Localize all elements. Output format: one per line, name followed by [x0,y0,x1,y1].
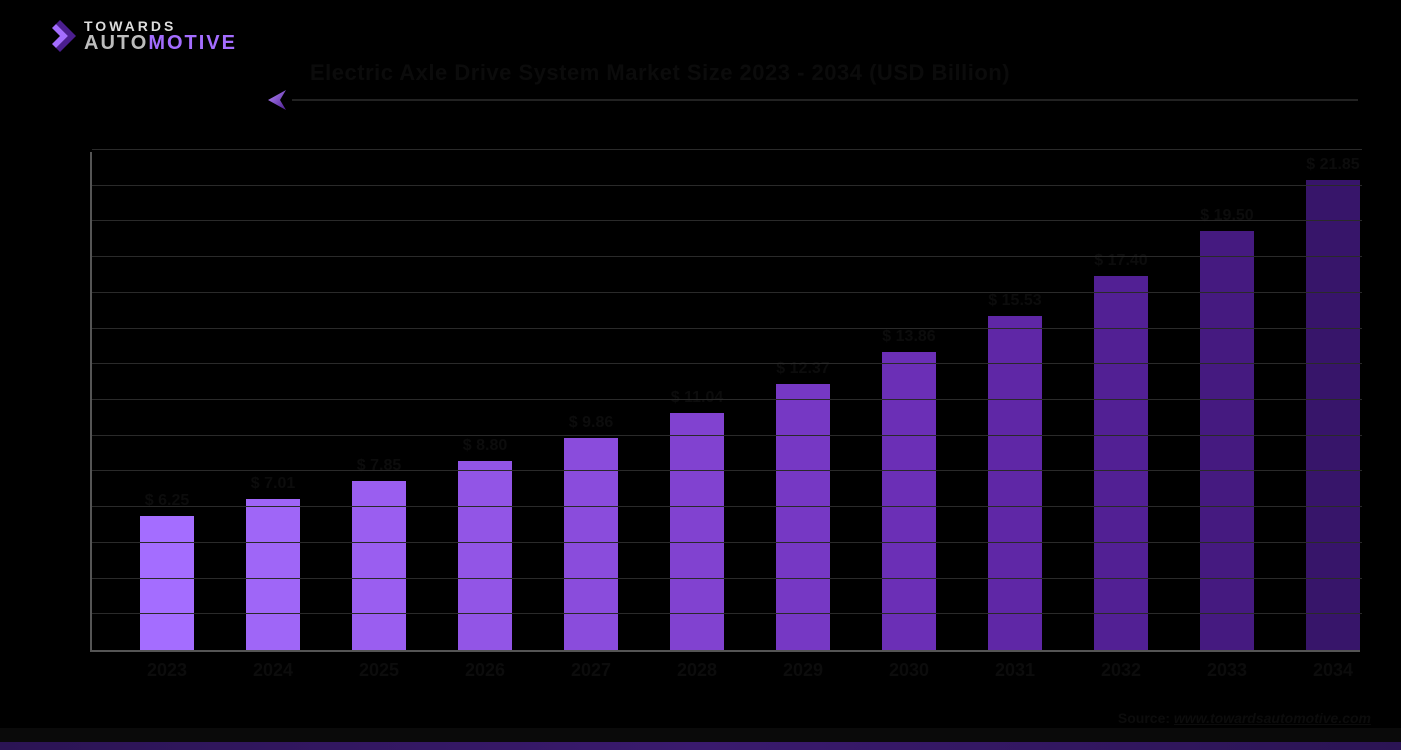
bar-value-label: $ 17.40 [1061,252,1181,270]
bar-slot: $ 7.852025 [352,150,406,650]
bar-slot: $ 17.402032 [1094,150,1148,650]
bar-x-label: 2031 [955,660,1075,681]
bar-value-label: $ 15.53 [955,292,1075,310]
bar-slot: $ 19.502033 [1200,150,1254,650]
bar-slot: $ 9.862027 [564,150,618,650]
bar-x-label: 2023 [107,660,227,681]
bar-slot: $ 12.372029 [776,150,830,650]
bar-x-label: 2034 [1273,660,1393,681]
bar-value-label: $ 8.80 [425,437,545,455]
bar-value-label: $ 21.85 [1273,156,1393,174]
bar [1306,180,1360,650]
grid-line [92,220,1362,221]
bar-slot: $ 6.252023 [140,150,194,650]
bar-value-label: $ 19.50 [1167,207,1287,225]
brand-logo-text: TOWARDS AUTOMOTIVE [84,19,237,54]
bar [776,384,830,650]
brand-logo: TOWARDS AUTOMOTIVE [42,18,237,54]
bar-slot: $ 15.532031 [988,150,1042,650]
bar-slot: $ 7.012024 [246,150,300,650]
brand-line2b: MOTIVE [148,32,237,54]
source: Source: www.towardsautomotive.com [1118,710,1371,726]
bar-x-label: 2030 [849,660,969,681]
grid-line [92,470,1362,471]
bar [988,316,1042,650]
grid-line [92,292,1362,293]
bar-value-label: $ 11.04 [637,389,757,407]
bar [1200,231,1254,650]
bar-x-label: 2033 [1167,660,1287,681]
source-url: www.towardsautomotive.com [1174,710,1371,726]
bar-slot: $ 8.802026 [458,150,512,650]
bar-x-label: 2026 [425,660,545,681]
brand-line1: TOWARDS [84,19,237,33]
plot-area: $ 6.252023 $ 7.012024 $ 7.852025 $ 8.802026… [90,152,1360,652]
grid-line [92,399,1362,400]
grid-line [92,328,1362,329]
bar [458,461,512,650]
bar [1094,276,1148,650]
source-label: Source: [1118,710,1174,726]
bar-slot: $ 11.042028 [670,150,724,650]
title-arrow-icon [262,86,290,114]
bar [140,516,194,650]
chart: $ 6.252023 $ 7.012024 $ 7.852025 $ 8.802026… [90,152,1360,672]
bar-x-label: 2032 [1061,660,1181,681]
bar-value-label: $ 13.86 [849,328,969,346]
grid-line [92,435,1362,436]
bar-value-label: $ 7.01 [213,475,333,493]
grid-line [92,185,1362,186]
bar-x-label: 2028 [637,660,757,681]
bar-x-label: 2027 [531,660,651,681]
bar-x-label: 2025 [319,660,439,681]
title-rule [292,99,1358,101]
bar-slot: $ 21.852034 [1306,150,1360,650]
grid-line [92,149,1362,150]
bars-container: $ 6.252023 $ 7.012024 $ 7.852025 $ 8.802026… [92,150,1362,650]
footer-accent [0,742,1401,750]
bar [882,352,936,650]
bar-value-label: $ 9.86 [531,414,651,432]
bar [246,499,300,650]
grid-line [92,542,1362,543]
bar-x-label: 2029 [743,660,863,681]
brand-logo-mark [42,18,78,54]
bar-value-label: $ 7.85 [319,457,439,475]
grid-line [92,506,1362,507]
brand-line2a: AUTO [84,32,148,54]
page: TOWARDS AUTOMOTIVE Electric Axle Drive S… [0,0,1401,750]
grid-line [92,363,1362,364]
grid-line [92,578,1362,579]
grid-line [92,613,1362,614]
bar-x-label: 2024 [213,660,333,681]
bar [670,413,724,650]
chart-title: Electric Axle Drive System Market Size 2… [310,60,1010,86]
bar-slot: $ 13.862030 [882,150,936,650]
brand-line2: AUTOMOTIVE [84,33,237,54]
grid-line [92,256,1362,257]
